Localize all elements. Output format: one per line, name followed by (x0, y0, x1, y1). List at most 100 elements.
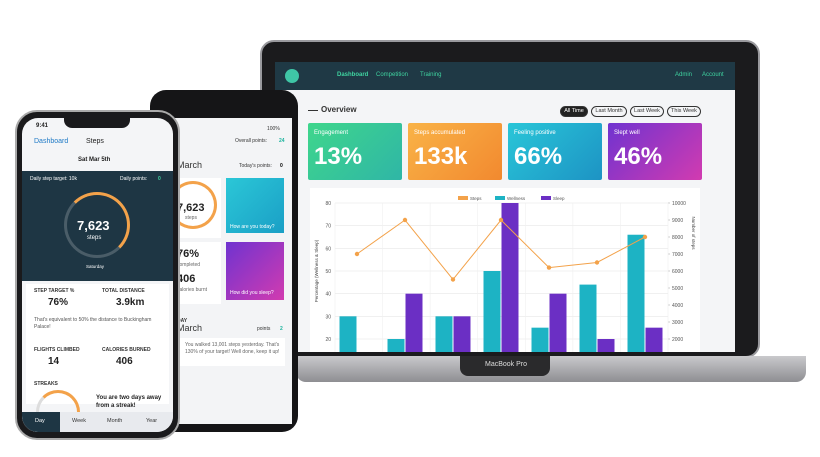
line-point (642, 234, 648, 240)
card-label: Engagement (314, 130, 349, 136)
mood-question: How are you today? (230, 224, 275, 230)
screen-title: Steps (86, 138, 104, 145)
y2-tick-label: 7000 (672, 252, 683, 258)
bar (453, 316, 471, 352)
pct-value: 76% (177, 248, 200, 260)
points-value: 2 (280, 326, 283, 332)
mood-card[interactable] (226, 178, 284, 233)
card-label: Steps accumulated (414, 130, 466, 136)
stat-label: CALORIES BURNED (102, 347, 151, 353)
y-tick-label: 80 (325, 201, 331, 207)
y2-tick-label: 10000 (672, 201, 686, 207)
day-label: DAY (177, 318, 188, 324)
filter-button[interactable]: Last Week (630, 106, 664, 117)
y-tick-label: 30 (325, 314, 331, 320)
y-tick-label: 50 (325, 269, 331, 275)
steps-unit: steps (87, 235, 102, 241)
nav-link[interactable]: Account (702, 72, 724, 78)
line-point (498, 217, 504, 223)
y2-axis-title: Number of steps (691, 216, 696, 250)
filter-button[interactable]: Last Month (591, 106, 627, 117)
bar (501, 203, 519, 352)
heading-icon (308, 107, 318, 111)
filter-button[interactable]: This Week (667, 106, 701, 117)
points-label: Daily points: (120, 176, 148, 182)
stat-label: STEP TARGET % (34, 288, 75, 294)
line-point (546, 265, 552, 270)
y2-tick-label: 4000 (672, 303, 683, 309)
y2-tick-label: 3000 (672, 320, 683, 326)
nav-link[interactable]: Competition (376, 72, 409, 78)
bar (405, 293, 423, 352)
stat-card: Feeling positive 66% (508, 123, 602, 180)
y2-tick-label: 6000 (672, 269, 683, 275)
overall-value: 24 (279, 138, 285, 144)
y-tick-label: 70 (325, 224, 331, 230)
laptop-brand: MacBook Pro (485, 361, 528, 368)
card-label: Slept well (614, 130, 640, 136)
y2-tick-label: 9000 (672, 218, 683, 224)
bar (531, 327, 549, 352)
heading: Overview (321, 105, 357, 114)
card-value: 46% (614, 143, 663, 170)
y-tick-label: 60 (325, 246, 331, 252)
steps-ring (64, 192, 130, 258)
nav-link[interactable]: Training (420, 72, 442, 78)
sleep-card[interactable] (226, 242, 284, 300)
card-value: 13% (314, 143, 363, 170)
nav-link[interactable]: Dashboard (337, 72, 369, 78)
target: Daily step target: 10k (30, 176, 77, 182)
steps-value: 7,623 (177, 202, 205, 214)
today-label: Today's points: (239, 163, 272, 169)
stats-panel (26, 284, 169, 404)
legend-label: Sleep (553, 196, 565, 201)
phone-screen: 9:41 Dashboard Steps Sat Mar 5th Daily s… (22, 118, 173, 432)
overall-label: Overall points: (235, 138, 267, 144)
y-tick-label: 20 (325, 337, 331, 343)
chart: 20 30 40 50 60 70 80 2000 3000 4000 5000 6000 7000 80… (314, 196, 696, 352)
legend-label: Steps (470, 196, 482, 201)
card-label: Feeling positive (514, 130, 556, 136)
message: You walked 13,001 steps yesterday. That'… (185, 342, 280, 355)
tab[interactable]: Day (35, 418, 45, 424)
stat-value: 14 (48, 356, 60, 367)
y2-tick-label: 5000 (672, 286, 683, 292)
tab[interactable]: Month (107, 418, 123, 424)
y-axis-title: Percentage (Wellness & Sleep) (314, 239, 319, 302)
y2-tick-label: 2000 (672, 337, 683, 343)
nav-bar (275, 62, 735, 90)
pct-label: completed (177, 262, 201, 268)
streak-note: You are two days away from a streak! (96, 395, 162, 409)
nav-link[interactable]: Admin (675, 72, 693, 78)
line (356, 219, 646, 281)
line-point (354, 251, 360, 257)
line-point (450, 277, 456, 282)
month: March (177, 160, 203, 170)
bar (387, 339, 405, 352)
line-point (594, 260, 600, 265)
stat-label: FLIGHTS CLIMBED (34, 347, 80, 353)
back-link[interactable]: Dashboard (34, 138, 69, 145)
bar (645, 327, 663, 352)
tab-active (22, 412, 60, 432)
bar (339, 316, 357, 352)
bar (435, 316, 453, 352)
filter-button[interactable]: All Time (560, 106, 588, 117)
points-label: points (257, 326, 271, 332)
notch (64, 118, 130, 128)
bar (483, 271, 501, 352)
date: Sat Mar 5th (78, 157, 111, 163)
weekday: Saturday (86, 264, 105, 269)
tab[interactable]: Year (146, 418, 158, 424)
legend-swatch (541, 196, 551, 200)
card-value: 66% (514, 143, 563, 170)
steps-unit: steps (185, 215, 197, 221)
status: 100% (267, 126, 280, 132)
stat-value: 406 (116, 356, 133, 367)
cal-value: 406 (177, 273, 196, 285)
stat-value: 76% (48, 297, 69, 308)
time: 9:41 (36, 123, 49, 129)
laptop-base (296, 356, 806, 382)
tab[interactable]: Week (72, 418, 86, 424)
